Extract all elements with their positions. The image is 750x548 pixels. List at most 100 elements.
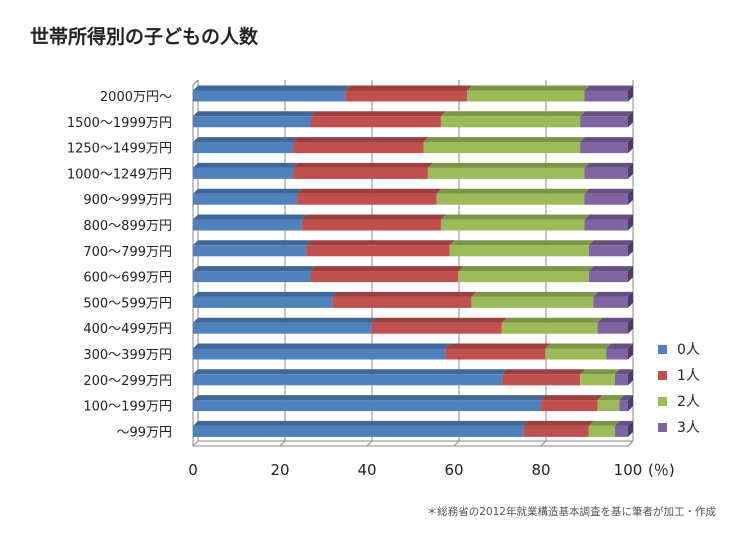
bar-top-1-0 — [193, 111, 316, 117]
floor-tick-0 — [192, 440, 199, 447]
bar-4-3 — [584, 193, 628, 205]
bar-5-3 — [584, 219, 628, 231]
bar-side-13 — [628, 420, 633, 437]
category-label-1: 1500〜1999万円 — [67, 116, 172, 131]
bar-3-3 — [584, 167, 628, 179]
bar-side-4 — [628, 188, 633, 205]
bar-12-0 — [193, 400, 541, 412]
bar-top-3-3 — [584, 162, 633, 168]
bar-side-5 — [628, 214, 633, 231]
category-label-8: 500〜599万円 — [83, 296, 172, 311]
bar-13-1 — [523, 425, 589, 437]
bar-0-1 — [345, 90, 468, 102]
bar-3-2 — [427, 167, 585, 179]
bar-top-4-2 — [436, 188, 590, 194]
bar-top-0-1 — [345, 85, 473, 91]
bar-0-3 — [584, 90, 628, 102]
bar-top-7-0 — [193, 266, 316, 272]
bar-5-2 — [440, 219, 585, 231]
bar-top-9-2 — [501, 317, 603, 323]
category-label-12: 100〜199万円 — [83, 400, 172, 415]
bar-top-2-3 — [580, 137, 633, 143]
bar-top-6-3 — [588, 240, 633, 246]
x-unit-label: (％) — [648, 461, 675, 479]
bar-top-6-1 — [306, 240, 455, 246]
category-label-10: 300〜399万円 — [83, 348, 172, 363]
legend-swatch-0 — [658, 345, 667, 354]
bar-10-2 — [545, 348, 607, 360]
bar-side-7 — [628, 266, 633, 283]
bar-4-1 — [297, 193, 437, 205]
floor-tick-4 — [540, 440, 547, 447]
bar-top-5-2 — [440, 214, 590, 220]
bar-8-1 — [332, 296, 472, 308]
bar-6-3 — [588, 245, 628, 257]
legend-swatch-1 — [658, 371, 667, 380]
bar-top-1-1 — [310, 111, 446, 117]
bar-top-3-2 — [427, 162, 590, 168]
bar-top-10-0 — [193, 343, 451, 349]
bar-top-4-0 — [193, 188, 303, 194]
bar-top-13-1 — [523, 420, 594, 426]
bar-top-1-2 — [440, 111, 586, 117]
bar-top-0-0 — [193, 85, 351, 91]
bar-9-0 — [193, 322, 372, 334]
floor-tick-1 — [279, 440, 286, 447]
bar-top-3-1 — [293, 162, 433, 168]
bar-2-0 — [193, 142, 294, 154]
bar-top-13-0 — [193, 420, 529, 426]
bar-12-1 — [541, 400, 598, 412]
bar-6-0 — [193, 245, 307, 257]
x-tick-label-2: 40 — [357, 461, 376, 479]
bar-7-3 — [588, 271, 628, 283]
bar-top-7-3 — [588, 266, 633, 272]
bar-11-3 — [614, 374, 628, 386]
x-tick-label-3: 60 — [444, 461, 463, 479]
bar-4-0 — [193, 193, 298, 205]
bar-top-12-3 — [619, 395, 633, 401]
category-label-11: 200〜299万円 — [83, 374, 172, 389]
bar-1-1 — [310, 116, 441, 128]
bar-side-0 — [628, 85, 633, 102]
bar-top-8-0 — [193, 291, 338, 297]
bar-0-0 — [193, 90, 346, 102]
bar-top-7-2 — [458, 266, 594, 272]
bar-side-9 — [628, 317, 633, 334]
bar-top-11-2 — [580, 369, 620, 375]
bar-9-3 — [597, 322, 628, 334]
chart-title: 世帯所得別の子どもの人数 — [30, 26, 259, 48]
bar-2-1 — [293, 142, 424, 154]
bar-top-12-2 — [597, 395, 625, 401]
x-tick-label-1: 20 — [270, 461, 289, 479]
bar-11-2 — [580, 374, 615, 386]
bar-8-2 — [471, 296, 594, 308]
bar-9-2 — [501, 322, 598, 334]
legend-swatch-2 — [658, 397, 667, 406]
bar-5-1 — [301, 219, 441, 231]
bar-2-3 — [580, 142, 628, 154]
bar-10-3 — [606, 348, 628, 360]
bar-4-2 — [436, 193, 585, 205]
bar-6-2 — [449, 245, 589, 257]
bar-10-1 — [445, 348, 546, 360]
bar-top-8-3 — [593, 291, 633, 297]
bar-top-10-3 — [606, 343, 633, 349]
bar-top-13-2 — [588, 420, 620, 426]
bar-top-8-2 — [471, 291, 599, 297]
category-label-4: 900〜999万円 — [83, 193, 172, 208]
bar-side-8 — [628, 291, 633, 308]
floor-tick-5 — [627, 440, 634, 447]
bar-top-1-3 — [580, 111, 633, 117]
bar-top-2-2 — [423, 137, 586, 143]
category-label-5: 800〜899万円 — [83, 219, 172, 234]
bar-11-1 — [501, 374, 581, 386]
bar-side-3 — [628, 162, 633, 179]
bar-top-12-0 — [193, 395, 546, 401]
legend-label-2: 2人 — [677, 394, 700, 410]
legend-label-1: 1人 — [677, 368, 700, 384]
bar-2-2 — [423, 142, 581, 154]
bar-5-0 — [193, 219, 302, 231]
category-label-0: 2000万円〜 — [100, 90, 172, 105]
bar-top-10-2 — [545, 343, 612, 349]
